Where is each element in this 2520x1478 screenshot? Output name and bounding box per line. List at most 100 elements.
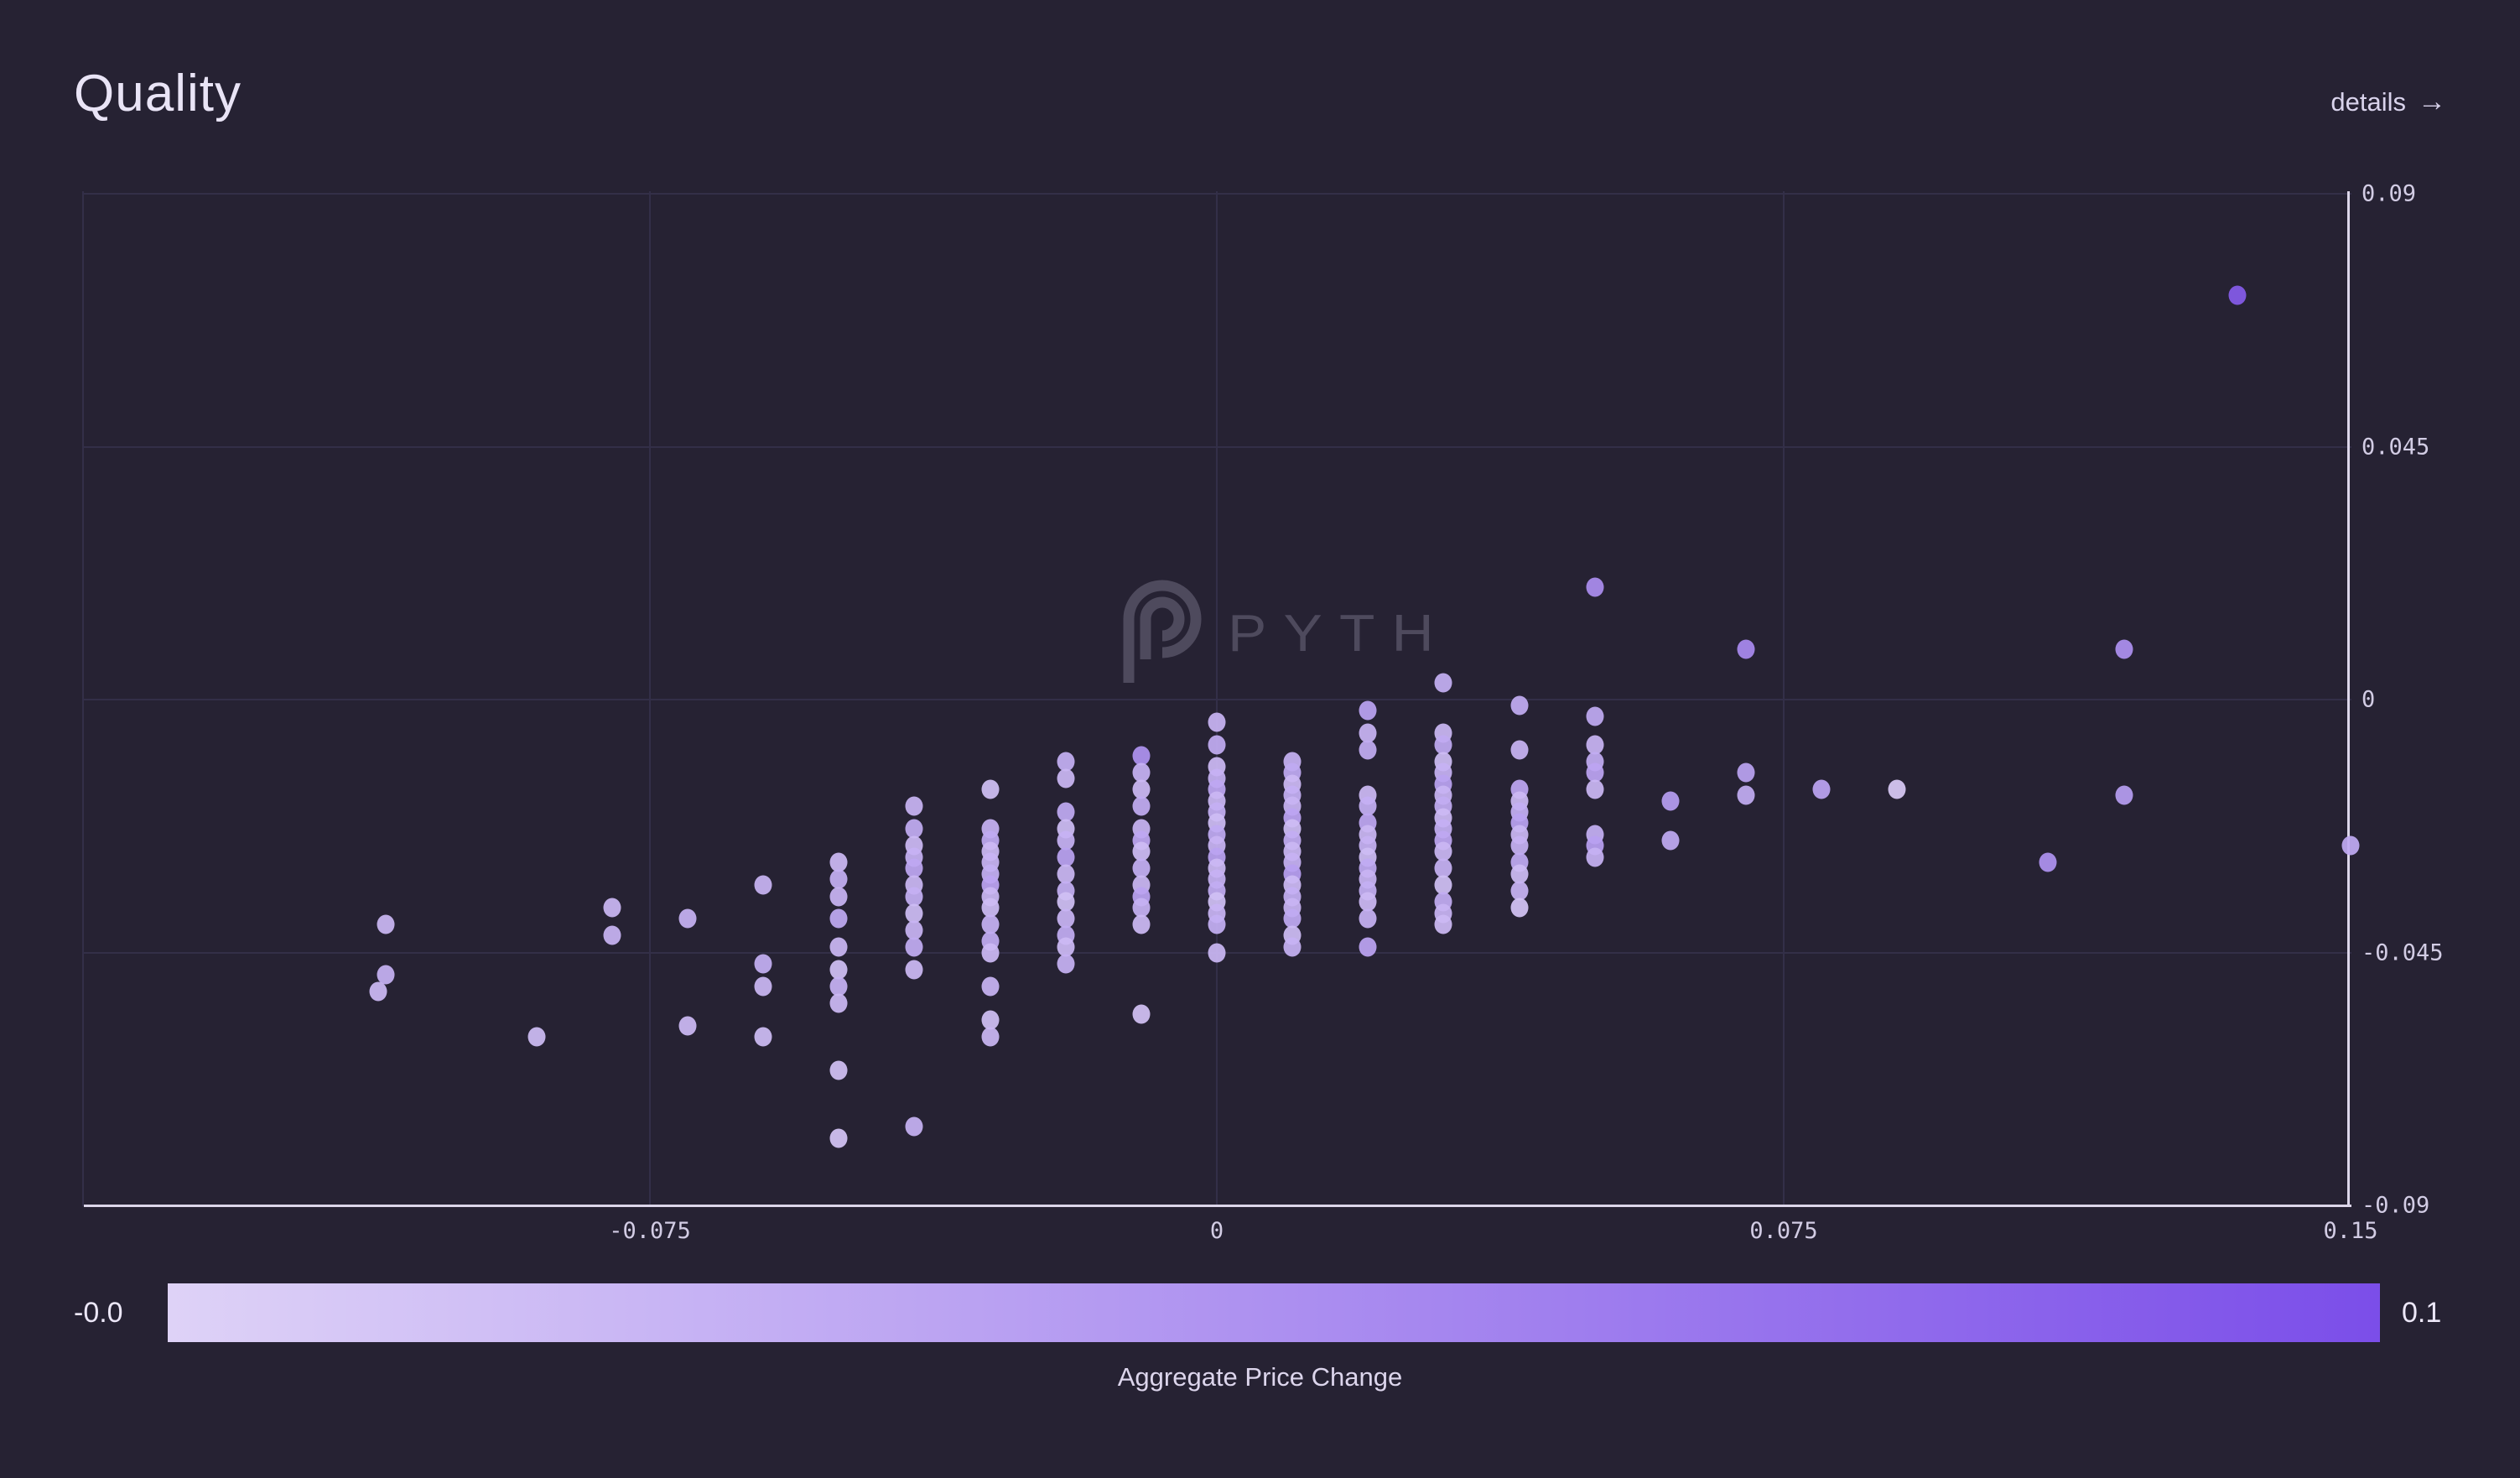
scatter-point [1812,779,1831,799]
scatter-point [754,976,772,997]
gridline-v [82,191,84,1206]
scatter-point [1434,858,1452,878]
scatter-point [1132,746,1151,766]
scatter-point [829,1060,848,1080]
scatter-point [1586,779,1604,799]
scatter-point [1208,735,1226,755]
scatter-point [1057,830,1075,850]
gridline-v [649,191,651,1206]
scatter-point [829,976,848,997]
scatter-point [1510,881,1529,901]
scatter-point [1057,752,1075,772]
scatter-point [1434,673,1452,693]
pyth-wordmark: PYTH [1228,604,1451,663]
scatter-point [1359,700,1377,721]
y-tick-label: 0 [2362,686,2376,713]
scatter-point [905,920,923,940]
scatter-point [1737,762,1755,783]
gridline-v [1782,191,1785,1206]
scatter-point [981,943,1000,962]
scatter-point [905,887,923,906]
scatter-point [2228,285,2247,305]
scatter-point [1057,954,1075,974]
scatter-point [1586,762,1604,783]
scatter-point [829,960,848,980]
scatter-point [829,937,848,957]
page-title: Quality [74,65,242,122]
y-tick-label: 0.09 [2362,180,2417,207]
scatter-point [754,875,772,895]
x-tick-label: 0.075 [1749,1218,1818,1244]
scatter-point [2115,785,2133,805]
scatter-point [1661,791,1680,811]
y-tick-label: -0.09 [2362,1192,2430,1219]
scatter-point [905,960,923,980]
scatter-point [1434,875,1452,895]
scatter-point [1132,779,1151,799]
scatter-point [754,954,772,974]
scatter-point [1057,892,1075,912]
scatter-point [1132,914,1151,934]
scatter-point [1737,785,1755,805]
scatter-point [1057,937,1075,957]
pyth-logo-icon [1123,580,1202,683]
scatter-point [981,1010,1000,1030]
scatter-point [1057,768,1075,788]
scatter-point [829,908,848,929]
scatter-point [1586,577,1604,597]
scatter-point [1057,864,1075,884]
scatter-point [829,887,848,906]
scatter-point [905,1116,923,1137]
scatter-point [1661,830,1680,850]
scatter-point [1283,937,1302,957]
scatter-point [1359,796,1377,816]
scatter-point [1434,735,1452,755]
scatter-point [1586,706,1604,726]
scatter-point [1359,723,1377,743]
scatter-point [981,976,1000,997]
x-axis-line [84,1205,2351,1207]
y-tick-label: 0.045 [2362,434,2430,460]
gridline-h [84,445,2351,448]
x-tick-label: -0.075 [609,1218,691,1244]
scatter-point [981,779,1000,799]
colorbar-min-label: -0.0 [74,1297,123,1329]
scatter-point [981,1027,1000,1047]
scatter-point [1434,914,1452,934]
scatter-point [1057,847,1075,867]
x-tick-label: 0.15 [2323,1218,2378,1244]
scatter-point [1132,841,1151,861]
scatter-point [1359,937,1377,957]
scatter-point [527,1027,546,1047]
gridline-h [84,193,2351,195]
scatter-point [678,908,697,929]
scatter-point [754,1027,772,1047]
scatter-point [829,852,848,872]
scatter-point [2039,852,2057,872]
scatter-point [1132,762,1151,783]
scatter-point [1132,858,1151,878]
scatter-point [1208,943,1226,962]
scatter-point [2115,639,2133,659]
details-link[interactable]: details → [2330,86,2446,118]
scatter-point [603,925,621,945]
scatter-point [829,1128,848,1148]
scatter-point [678,1016,697,1036]
scatter-point [2341,835,2360,856]
y-tick-label: -0.045 [2362,939,2444,965]
x-tick-label: 0 [1209,1218,1224,1244]
scatter-point [377,965,395,985]
y-axis-line [2347,191,2350,1207]
scatter-point [1132,1004,1151,1024]
scatter-point [829,869,848,889]
colorbar-axis-label: Aggregate Price Change [1117,1362,1403,1392]
scatter-point [905,819,923,839]
scatter-point [905,937,923,957]
scatter-point [1359,740,1377,760]
arrow-right-icon: → [2418,86,2446,117]
scatter-point [1359,908,1377,929]
scatter-point [377,914,395,934]
scatter-point [1434,841,1452,861]
scatter-point [1510,740,1529,760]
